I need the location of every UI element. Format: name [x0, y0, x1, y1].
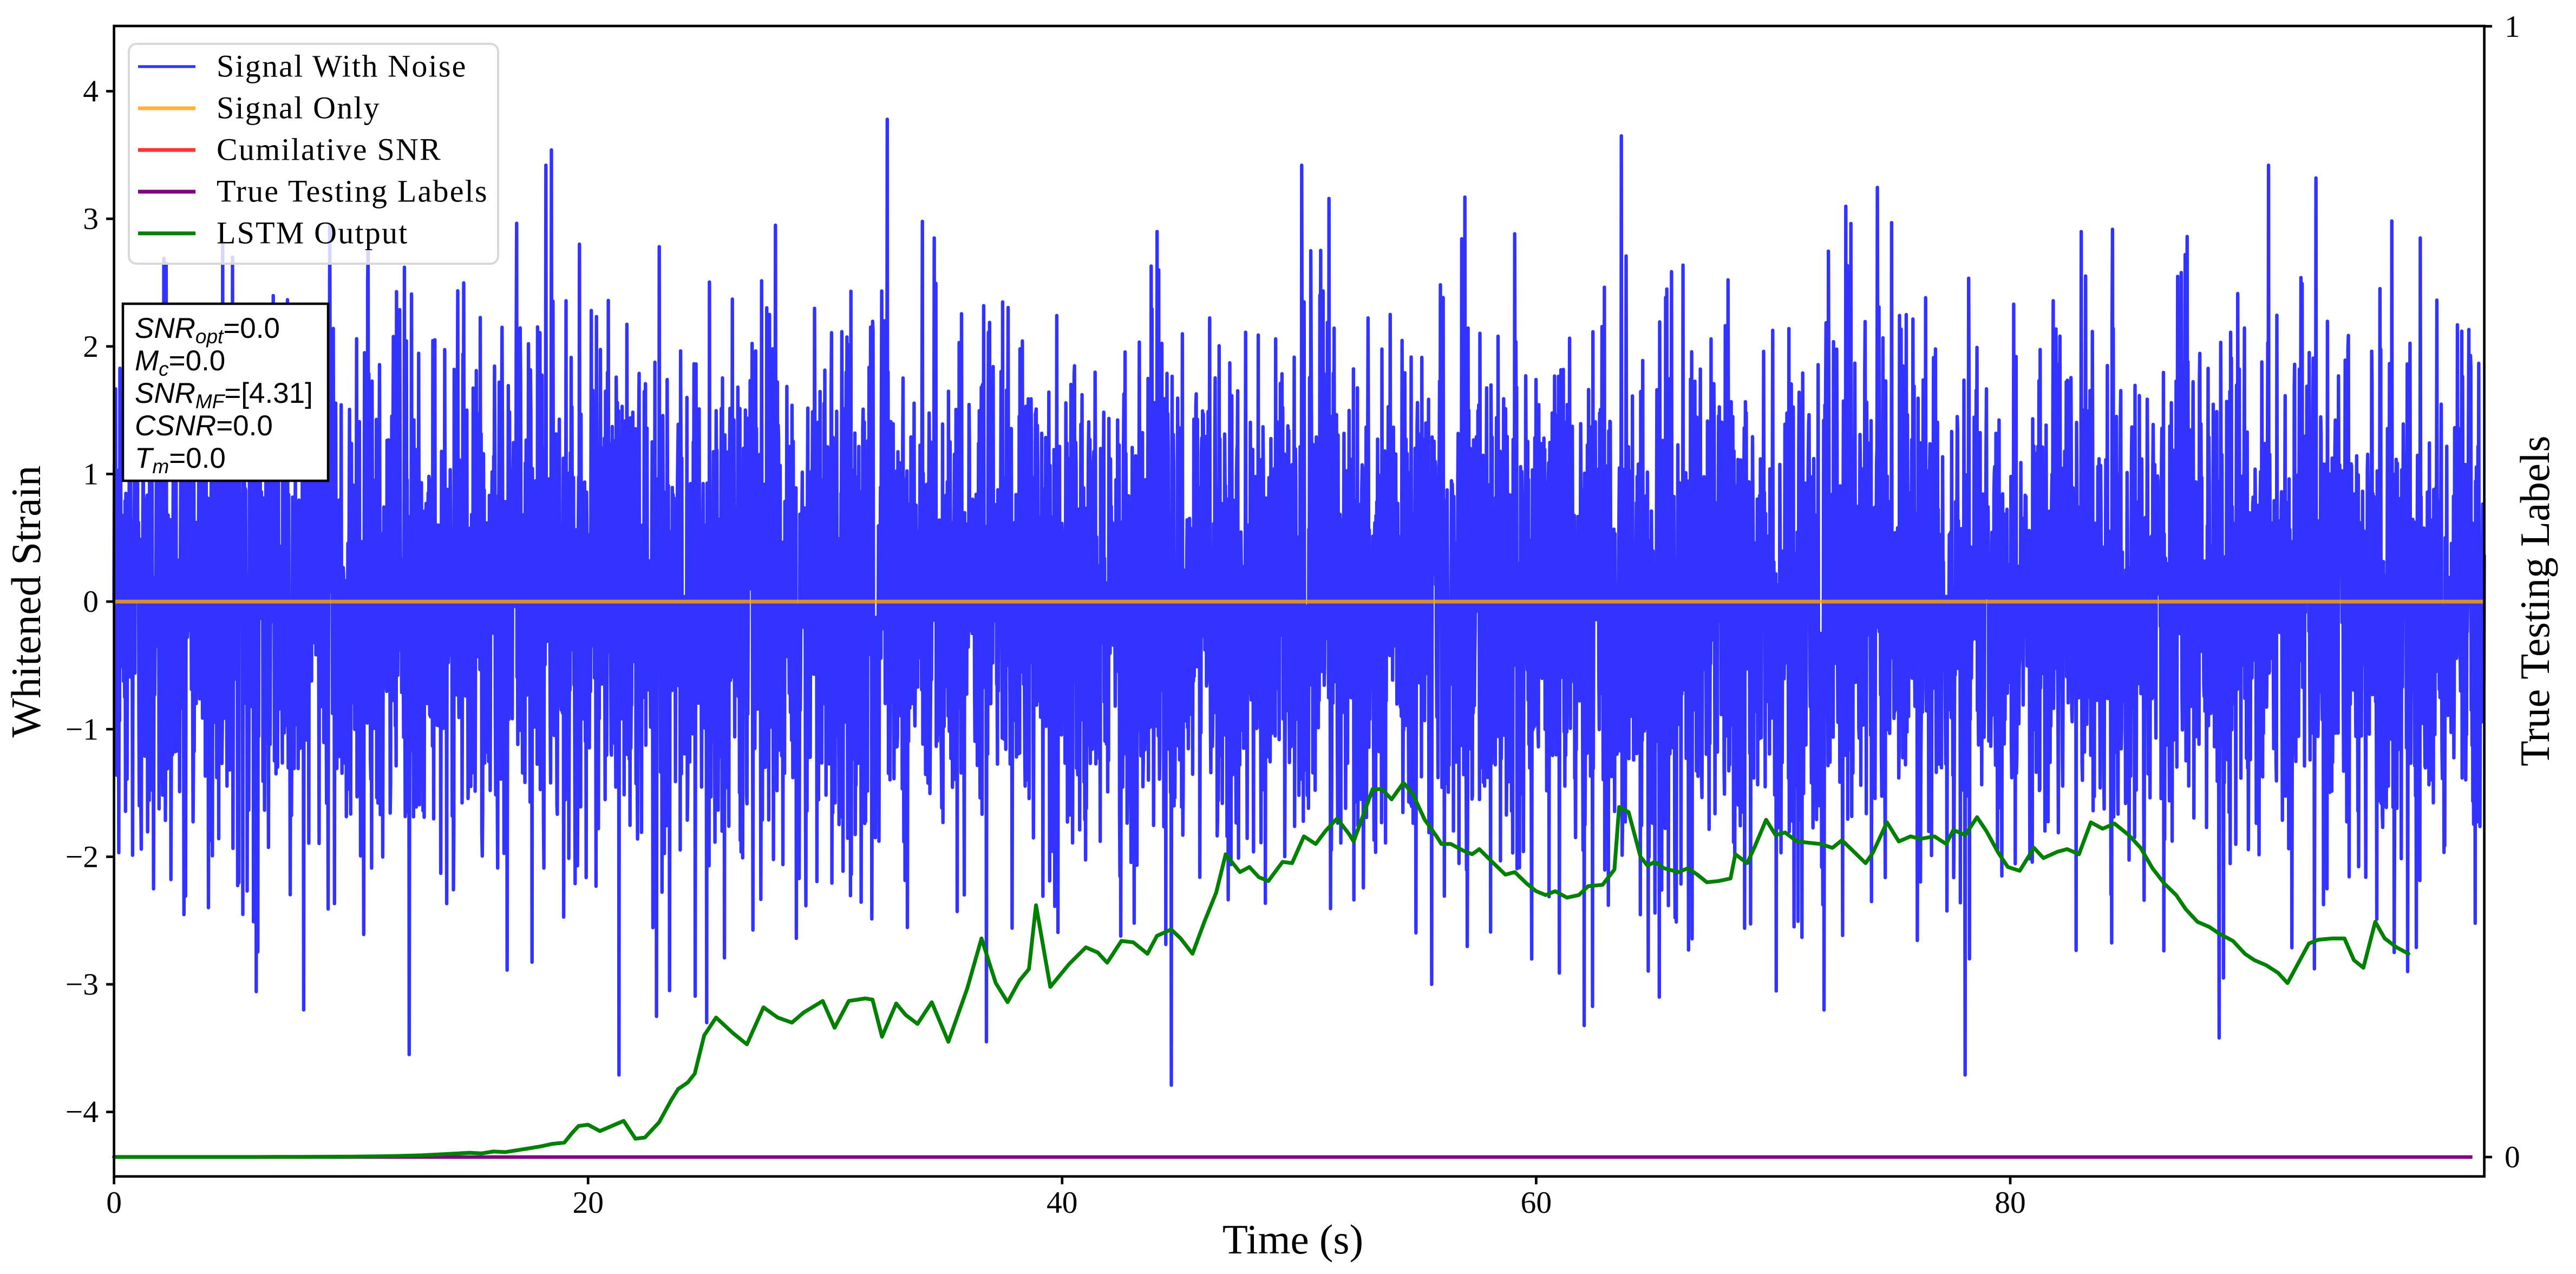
svg-text:20: 20 — [572, 1186, 604, 1220]
svg-text:0: 0 — [2505, 1140, 2520, 1174]
svg-text:LSTM Output: LSTM Output — [217, 215, 409, 251]
svg-text:Signal With Noise: Signal With Noise — [217, 49, 467, 84]
svg-text:−4: −4 — [66, 1095, 99, 1129]
svg-text:80: 80 — [1995, 1186, 2026, 1220]
svg-text:40: 40 — [1047, 1186, 1078, 1220]
svg-text:4: 4 — [83, 75, 99, 109]
svg-text:SNRMF=[4.31]: SNRMF=[4.31] — [135, 377, 313, 413]
svg-text:SNRopt=0.0: SNRopt=0.0 — [135, 312, 280, 348]
svg-text:0: 0 — [83, 585, 99, 619]
svg-text:−2: −2 — [66, 840, 99, 874]
svg-text:2: 2 — [83, 330, 99, 364]
svg-text:Tm=0.0: Tm=0.0 — [135, 442, 226, 478]
svg-text:1: 1 — [2505, 10, 2520, 44]
svg-text:True Testing Labels: True Testing Labels — [2512, 436, 2558, 767]
svg-text:0: 0 — [106, 1186, 122, 1220]
svg-text:60: 60 — [1521, 1186, 1552, 1220]
svg-text:−1: −1 — [66, 713, 99, 747]
svg-text:Mc=0.0: Mc=0.0 — [135, 345, 225, 380]
svg-text:Whitened Strain: Whitened Strain — [3, 466, 49, 738]
svg-text:CSNR=0.0: CSNR=0.0 — [135, 410, 273, 442]
svg-text:Cumilative SNR: Cumilative SNR — [217, 132, 442, 167]
svg-text:1: 1 — [83, 457, 99, 491]
svg-text:−3: −3 — [66, 968, 99, 1002]
svg-text:3: 3 — [83, 202, 99, 236]
svg-text:Time (s): Time (s) — [1222, 1216, 1363, 1263]
svg-text:Signal Only: Signal Only — [217, 90, 381, 126]
svg-text:True Testing Labels: True Testing Labels — [217, 174, 488, 209]
